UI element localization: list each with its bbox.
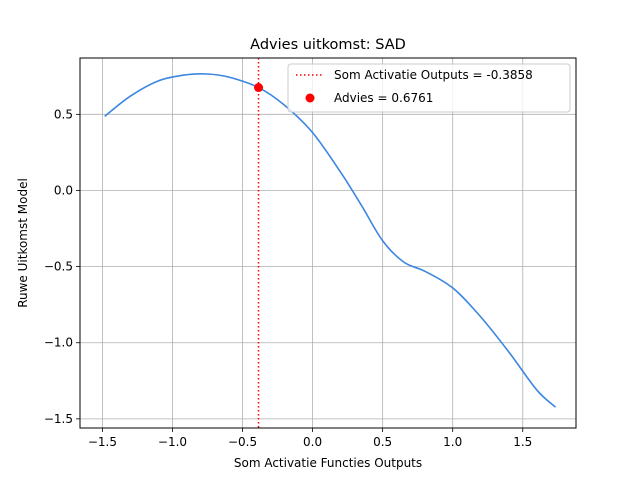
- advies-point: [254, 83, 264, 93]
- x-tick-label: 1.5: [513, 435, 532, 449]
- legend: Som Activatie Outputs = -0.3858 Advies =…: [287, 63, 571, 113]
- y-tick-label: 0.0: [54, 183, 73, 197]
- legend-box: [287, 63, 571, 113]
- chart-title: Advies uitkomst: SAD: [250, 37, 406, 53]
- legend-point-label: Advies = 0.6761: [334, 91, 433, 105]
- x-tick-label: 1.0: [443, 435, 462, 449]
- y-axis-label: Ruwe Uitkomst Model: [16, 178, 30, 308]
- y-axis-ticks: 0.5 0.0 −0.5 −1.0 −1.5: [44, 107, 80, 426]
- legend-point-swatch: [305, 93, 315, 103]
- y-tick-label: −1.5: [44, 412, 73, 426]
- legend-vline-label: Som Activatie Outputs = -0.3858: [334, 68, 533, 82]
- plot-content: [104, 58, 556, 428]
- y-tick-label: −0.5: [44, 260, 73, 274]
- x-axis-label: Som Activatie Functies Outputs: [234, 456, 422, 470]
- y-tick-label: −1.0: [44, 336, 73, 350]
- x-tick-label: −1.5: [88, 435, 117, 449]
- grid: [80, 58, 576, 428]
- plot-frame: [79, 57, 577, 429]
- x-tick-label: −1.0: [158, 435, 187, 449]
- x-tick-label: −0.5: [228, 435, 257, 449]
- series-line: [104, 72, 556, 408]
- x-tick-label: 0.0: [303, 435, 322, 449]
- x-tick-label: 0.5: [373, 435, 392, 449]
- x-axis-ticks: −1.5 −1.0 −0.5 0.0 0.5 1.0 1.5: [88, 428, 532, 449]
- y-tick-label: 0.5: [54, 107, 73, 121]
